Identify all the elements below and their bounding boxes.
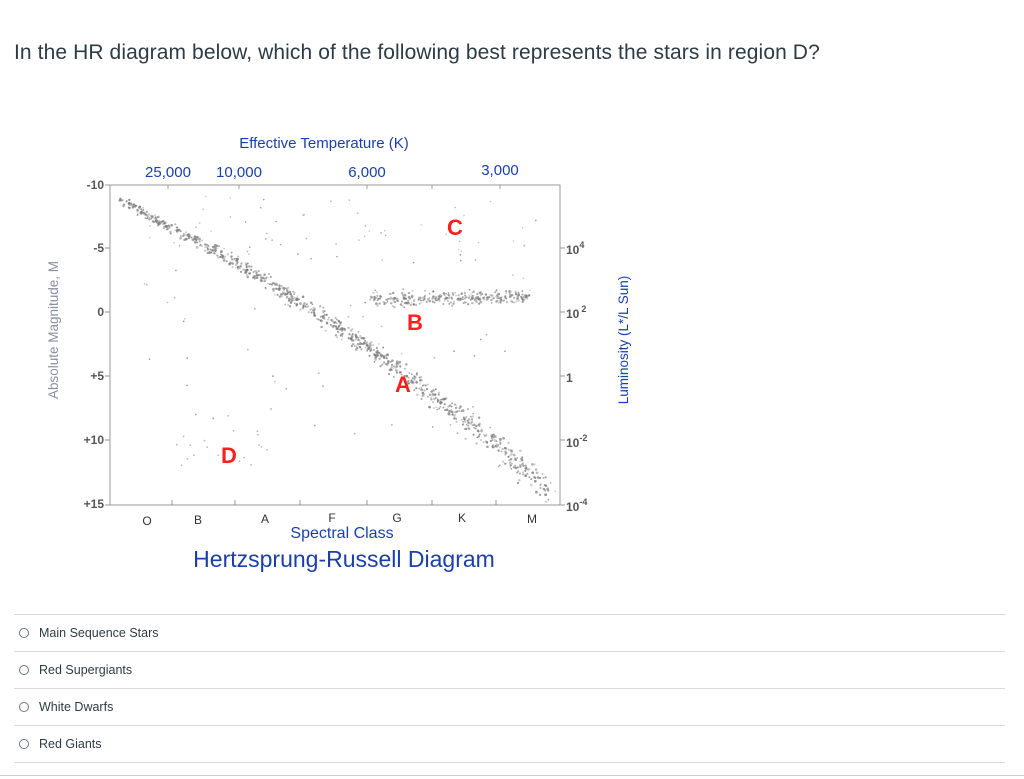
top-axis-title: Effective Temperature (K) <box>239 135 409 152</box>
spectral-class-label: A <box>261 512 269 526</box>
luminosity-tick-label: 10-4 <box>566 497 587 514</box>
spectral-class-label: O <box>142 514 151 528</box>
region-label-d: D <box>221 443 237 468</box>
answer-option-white-dwarfs[interactable]: White Dwarfs <box>14 688 1005 725</box>
bottom-divider <box>0 775 1024 776</box>
spectral-class-label: F <box>328 511 335 525</box>
plot-frame <box>109 184 561 506</box>
temp-tick-label: 10,000 <box>216 164 262 181</box>
magnitude-tick-label: +5 <box>90 369 104 383</box>
left-axis-title: Absolute Magnitude, M <box>46 261 61 399</box>
magnitude-tick-label: -5 <box>93 241 104 255</box>
answer-option-red-giants[interactable]: Red Giants <box>14 725 1005 763</box>
luminosity-tick-label: 1 <box>566 371 573 385</box>
region-label-c: C <box>447 215 463 240</box>
answer-label: White Dwarfs <box>39 700 114 714</box>
answer-label: Red Giants <box>39 737 102 751</box>
diagram-caption: Hertzsprung-Russell Diagram <box>193 546 495 572</box>
luminosity-tick-label: 10 2 <box>566 304 586 321</box>
radio-button[interactable] <box>19 628 29 638</box>
spectral-class-label: G <box>392 511 401 525</box>
answer-option-red-supergiants[interactable]: Red Supergiants <box>14 651 1005 688</box>
spectral-class-label: B <box>194 513 202 527</box>
answer-option-main-sequence[interactable]: Main Sequence Stars <box>14 614 1005 651</box>
region-label-b: B <box>407 310 423 335</box>
temp-tick-label: 3,000 <box>481 162 519 179</box>
region-label-a: A <box>395 372 411 397</box>
answer-list: Main Sequence Stars Red Supergiants Whit… <box>14 614 1005 763</box>
luminosity-tick-label: 10-2 <box>566 433 587 450</box>
temp-tick-label: 6,000 <box>348 164 386 181</box>
question-text: In the HR diagram below, which of the fo… <box>14 41 820 64</box>
magnitude-tick-label: 0 <box>97 305 104 319</box>
spectral-class-label: M <box>527 512 537 526</box>
radio-button[interactable] <box>19 739 29 749</box>
bottom-axis-title: Spectral Class <box>290 525 393 542</box>
magnitude-tick-label: -10 <box>87 178 105 192</box>
answer-label: Red Supergiants <box>39 663 133 677</box>
spectral-class-label: K <box>458 511 466 525</box>
hr-diagram: Effective Temperature (K) 25,000 10,000 … <box>46 135 631 572</box>
magnitude-tick-label: +15 <box>84 497 105 511</box>
answer-label: Main Sequence Stars <box>39 626 159 640</box>
luminosity-tick-label: 104 <box>566 240 584 257</box>
radio-button[interactable] <box>19 665 29 675</box>
radio-button[interactable] <box>19 702 29 712</box>
star-scatter <box>118 195 557 503</box>
magnitude-tick-label: +10 <box>84 433 105 447</box>
temp-tick-label: 25,000 <box>145 164 191 181</box>
right-axis-title: Luminosity (L*/L Sun) <box>616 276 631 405</box>
